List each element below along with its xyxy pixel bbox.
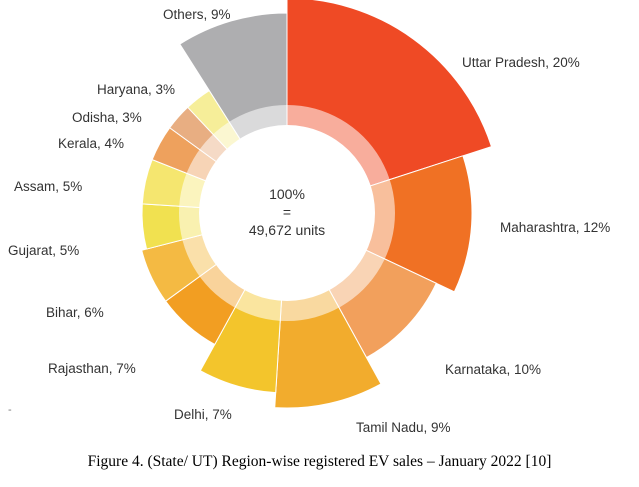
center-line-1: 100% <box>269 186 305 202</box>
labels-layer: Uttar Pradesh, 20% Maharashtra, 12% Karnat… <box>8 7 610 435</box>
center-label: 100% = 49,672 units <box>249 186 325 238</box>
side-mark: - <box>8 404 12 416</box>
slice-label-haryana: Haryana, 3% <box>97 82 175 97</box>
donut-chart: Uttar Pradesh, 20% Maharashtra, 12% Karnat… <box>8 0 610 435</box>
slice-label-uttar-pradesh: Uttar Pradesh, 20% <box>462 55 580 70</box>
donut-hole <box>199 125 375 301</box>
slice-label-delhi: Delhi, 7% <box>174 407 232 422</box>
slice-label-gujarat: Gujarat, 5% <box>8 243 79 258</box>
slice-label-karnataka: Karnataka, 10% <box>445 362 541 377</box>
slice-label-bihar: Bihar, 6% <box>46 305 104 320</box>
inner-ring <box>178 105 395 321</box>
donut-chart-svg: Uttar Pradesh, 20% Maharashtra, 12% Karnat… <box>8 0 610 435</box>
center-line-2: = <box>283 204 291 220</box>
slice-label-others: Others, 9% <box>163 7 231 22</box>
slice-label-kerala: Kerala, 4% <box>58 136 124 151</box>
slice-label-odisha: Odisha, 3% <box>72 110 142 125</box>
slice-label-assam: Assam, 5% <box>14 179 82 194</box>
center-line-3: 49,672 units <box>249 222 325 238</box>
slice-label-rajasthan: Rajasthan, 7% <box>48 361 136 376</box>
slice-label-maharashtra: Maharashtra, 12% <box>500 220 610 235</box>
slice-label-tamil-nadu: Tamil Nadu, 9% <box>356 420 451 435</box>
figure-caption: Figure 4. (State/ UT) Region-wise regist… <box>87 453 552 470</box>
